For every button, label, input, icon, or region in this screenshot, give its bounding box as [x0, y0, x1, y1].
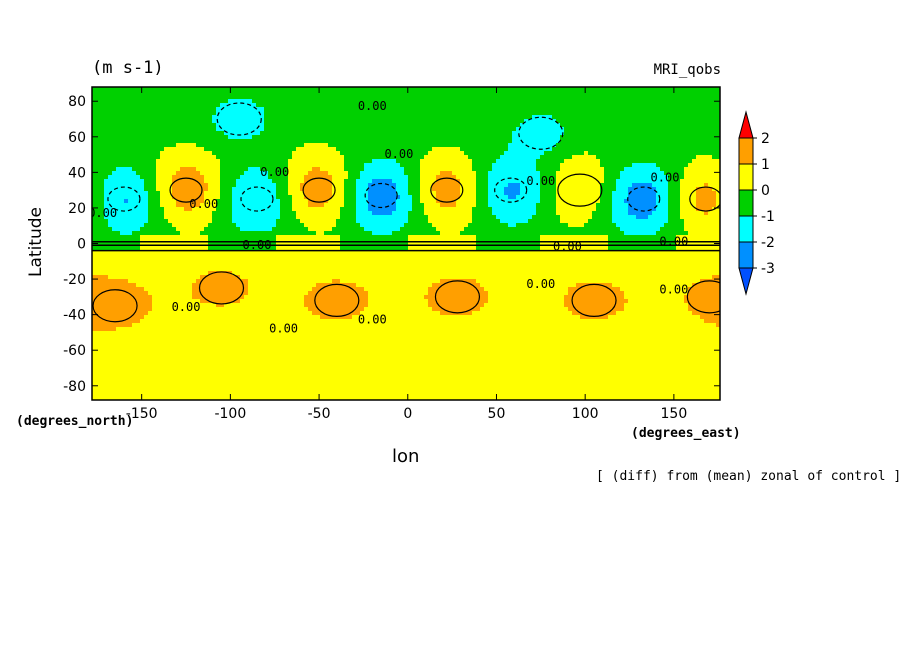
colorbar-top-arrow: [738, 110, 754, 139]
contour-core-4: [364, 182, 398, 209]
x-tick-label: -100: [214, 406, 246, 422]
contour-core-17: [686, 280, 720, 314]
colorbar-level-label: -2: [761, 235, 775, 251]
contour-core-8: [627, 186, 661, 212]
contour-core-11: [518, 116, 564, 150]
contour-label: 0.00: [651, 170, 680, 184]
y-tick-label: 60: [68, 130, 86, 146]
plot-area: 0.00 0.00 0.00 0.00 0.00 0.00 0.00 0.00 0.00 0.00…: [88, 87, 720, 400]
contour-label: 0.00: [526, 277, 555, 291]
contour-label: 0.00: [553, 240, 582, 254]
contour-core-7: [557, 173, 603, 207]
x-tick-label: 150: [661, 406, 688, 422]
contour-label: 0.00: [269, 321, 298, 335]
contour-label: 0.00: [659, 234, 688, 248]
colorbar-level-label: -3: [761, 261, 775, 277]
x-tick-label: -50: [308, 406, 331, 422]
colorbar: 2 1 0 -1 -2 -3: [738, 110, 775, 296]
y-tick-label: -80: [63, 379, 86, 395]
contour-core-5: [430, 177, 464, 203]
contour-core-12: [92, 289, 138, 323]
colorbar-level-label: -1: [761, 209, 775, 225]
contour-label: 0.00: [358, 99, 387, 113]
contour-core-13: [198, 271, 245, 305]
y-tick-label: 40: [68, 165, 86, 181]
y-tick-label: -40: [63, 308, 86, 324]
colorbar-segment: [738, 215, 754, 243]
contour-label: 0.00: [659, 282, 688, 296]
contour-core-6: [494, 177, 528, 203]
contour-core-9: [689, 186, 720, 212]
x-tick-label: 50: [488, 406, 506, 422]
contour-core-14: [314, 283, 360, 318]
y-tick-label: 20: [68, 201, 86, 217]
contour-label: 0.00: [172, 300, 201, 314]
contour-core-0: [169, 177, 203, 203]
footnote: [ (diff) from (mean) zonal of control ]: [596, 469, 902, 484]
contour-core-1: [107, 186, 141, 212]
y-tick-label: -60: [63, 343, 86, 359]
x-axis-units: (degrees_east): [631, 426, 741, 441]
colorbar-segment: [738, 137, 754, 165]
colorbar-level-label: 0: [761, 183, 770, 199]
x-tick-label: 0: [403, 406, 412, 422]
contour-core-10: [216, 102, 262, 136]
colorbar-segment: [738, 163, 754, 191]
colorbar-level-label: 1: [761, 157, 770, 173]
contour-label: 0.00: [358, 313, 387, 327]
contour-core-2: [240, 186, 274, 212]
colorbar-segment: [738, 189, 754, 217]
contour-label: 0.00: [260, 165, 289, 179]
x-tick-label: 100: [572, 406, 599, 422]
units-label: (m s-1): [92, 58, 164, 78]
x-tick-label: -150: [126, 406, 158, 422]
contour-label: 0.00: [384, 147, 413, 161]
contour-core-15: [434, 280, 481, 314]
contour-label: 0.00: [189, 197, 218, 211]
axes: -150 -100 -50 0 50 100 150 -80 -60 -40 -20 0 20 40 60 8…: [63, 86, 721, 422]
contour-core-3: [302, 177, 336, 203]
y-tick-label: 80: [68, 94, 86, 110]
model-label: MRI_qobs: [653, 62, 721, 78]
contour-label: 0.00: [243, 238, 272, 252]
y-tick-label: -20: [63, 272, 86, 288]
colorbar-bottom-arrow: [738, 267, 754, 296]
contour-label: 0.00: [526, 174, 555, 188]
contour-core-16: [571, 283, 617, 318]
colorbar-segment: [738, 241, 754, 269]
x-axis-title: lon: [392, 446, 420, 467]
y-tick-label: 0: [77, 237, 86, 253]
contour-label: 0.00: [88, 206, 117, 220]
y-axis-units: (degrees_north): [16, 414, 134, 429]
colorbar-level-label: 2: [761, 131, 770, 147]
